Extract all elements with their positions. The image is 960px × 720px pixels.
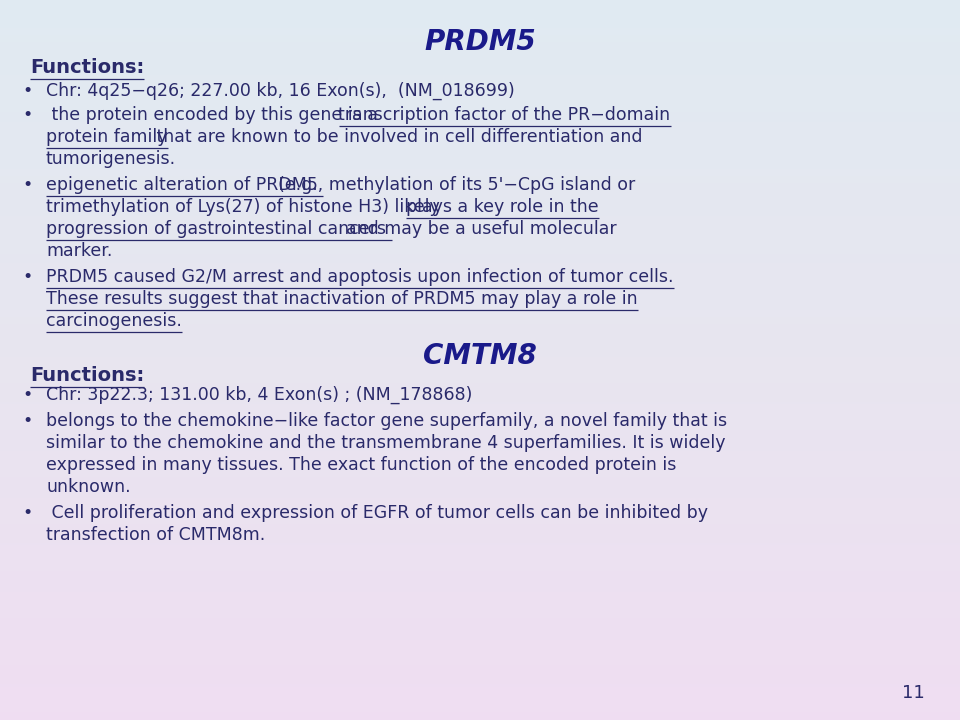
Text: PRDM5: PRDM5 [424,28,536,56]
Text: CMTM8: CMTM8 [423,342,537,370]
Text: trimethylation of Lys(27) of histone H3) likely: trimethylation of Lys(27) of histone H3)… [46,198,445,216]
Text: carcinogenesis.: carcinogenesis. [46,312,181,330]
Text: •: • [22,386,33,404]
Text: similar to the chemokine and the transmembrane 4 superfamilies. It is widely: similar to the chemokine and the transme… [46,434,726,452]
Text: protein family: protein family [46,128,167,146]
Text: belongs to the chemokine−like factor gene superfamily, a novel family that is: belongs to the chemokine−like factor gen… [46,412,727,430]
Text: Functions:: Functions: [30,58,144,77]
Text: expressed in many tissues. The exact function of the encoded protein is: expressed in many tissues. The exact fun… [46,456,677,474]
Text: Chr: 4q25−q26; 227.00 kb, 16 Exon(s),  (NM_018699): Chr: 4q25−q26; 227.00 kb, 16 Exon(s), (N… [46,82,515,100]
Text: the protein encoded by this gene is a: the protein encoded by this gene is a [46,106,383,124]
Text: unknown.: unknown. [46,478,131,496]
Text: •: • [22,106,33,124]
Text: Cell proliferation and expression of EGFR of tumor cells can be inhibited by: Cell proliferation and expression of EGF… [46,504,708,522]
Text: transfection of CMTM8m.: transfection of CMTM8m. [46,526,265,544]
Text: Chr: 3p22.3; 131.00 kb, 4 Exon(s) ; (NM_178868): Chr: 3p22.3; 131.00 kb, 4 Exon(s) ; (NM_… [46,386,472,404]
Text: •: • [22,82,33,100]
Text: that are known to be involved in cell differentiation and: that are known to be involved in cell di… [151,128,642,146]
Text: transcription factor of the PR−domain: transcription factor of the PR−domain [339,106,671,124]
Text: •: • [22,412,33,430]
Text: epigenetic alteration of PRDM5: epigenetic alteration of PRDM5 [46,176,324,194]
Text: PRDM5 caused G2/M arrest and apoptosis upon infection of tumor cells.: PRDM5 caused G2/M arrest and apoptosis u… [46,268,674,286]
Text: •: • [22,268,33,286]
Text: •: • [22,176,33,194]
Text: •: • [22,504,33,522]
Text: and may be a useful molecular: and may be a useful molecular [346,220,616,238]
Text: Functions:: Functions: [30,366,144,385]
Text: tumorigenesis.: tumorigenesis. [46,150,176,168]
Text: (e.g., methylation of its 5'−CpG island or: (e.g., methylation of its 5'−CpG island … [278,176,636,194]
Text: 11: 11 [902,684,925,702]
Text: progression of gastrointestinal cancers: progression of gastrointestinal cancers [46,220,392,238]
Text: plays a key role in the: plays a key role in the [406,198,599,216]
Text: These results suggest that inactivation of PRDM5 may play a role in: These results suggest that inactivation … [46,290,637,308]
Text: marker.: marker. [46,242,112,260]
